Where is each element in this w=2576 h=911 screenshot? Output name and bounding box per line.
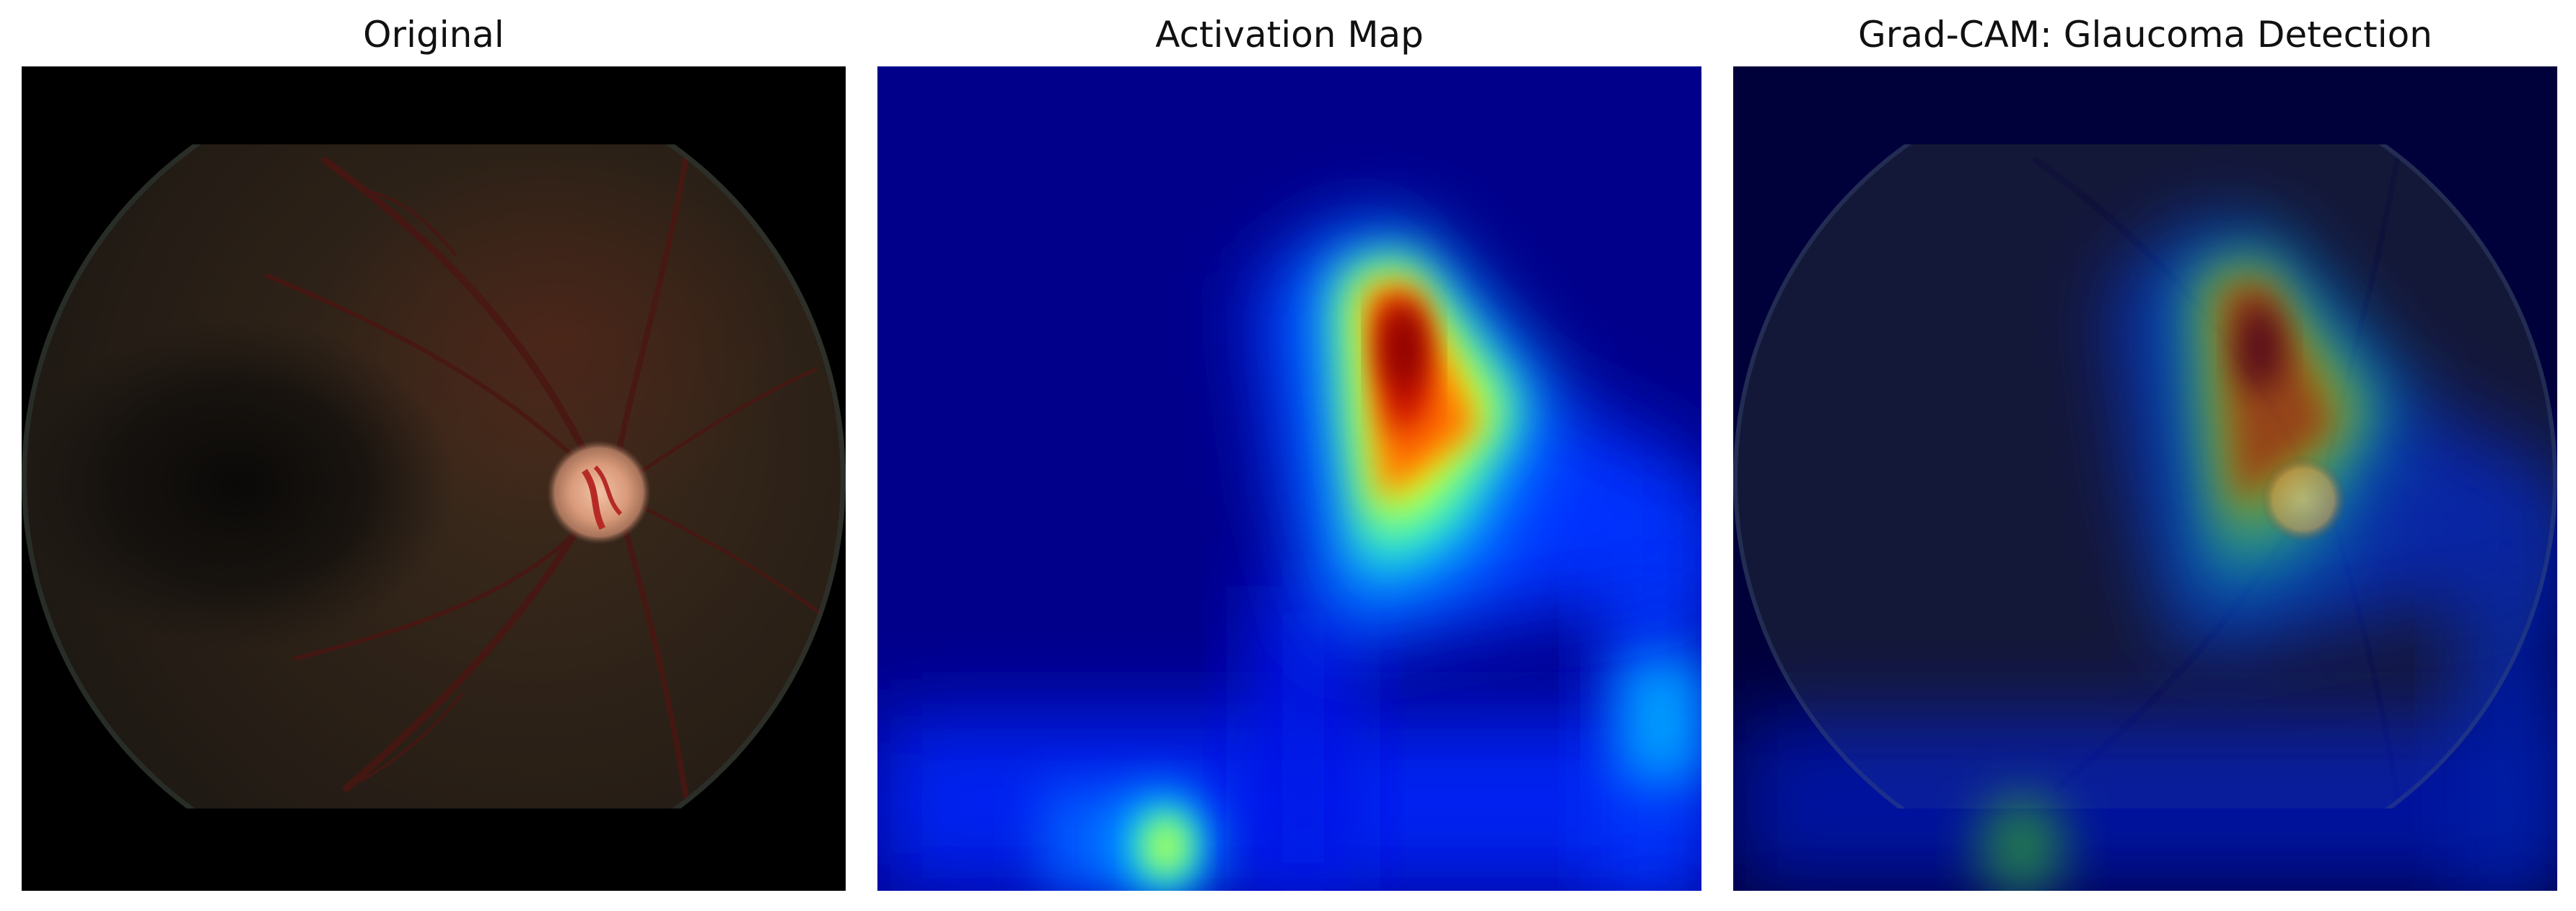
activation-heatmap xyxy=(877,66,1701,891)
gradcam-overlay-image xyxy=(1733,66,2557,891)
original-fundus-image xyxy=(22,66,846,891)
overlay-panel-title: Grad-CAM: Glaucoma Detection xyxy=(1858,14,2432,56)
original-panel-title: Original xyxy=(363,14,504,56)
activation-panel-title: Activation Map xyxy=(1155,14,1424,56)
